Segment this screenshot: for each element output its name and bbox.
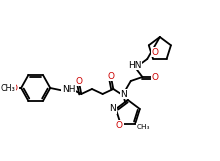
Text: O: O [152, 72, 158, 81]
Text: O: O [11, 84, 18, 93]
Text: O: O [151, 47, 158, 57]
Text: O: O [76, 76, 83, 85]
Text: CH₃: CH₃ [0, 84, 15, 93]
Text: HN: HN [128, 61, 141, 70]
Text: N: N [121, 90, 127, 99]
Text: NH: NH [62, 85, 75, 94]
Text: O: O [116, 121, 123, 130]
Text: O: O [108, 71, 115, 80]
Text: CH₃: CH₃ [136, 123, 150, 129]
Text: N: N [110, 104, 116, 114]
